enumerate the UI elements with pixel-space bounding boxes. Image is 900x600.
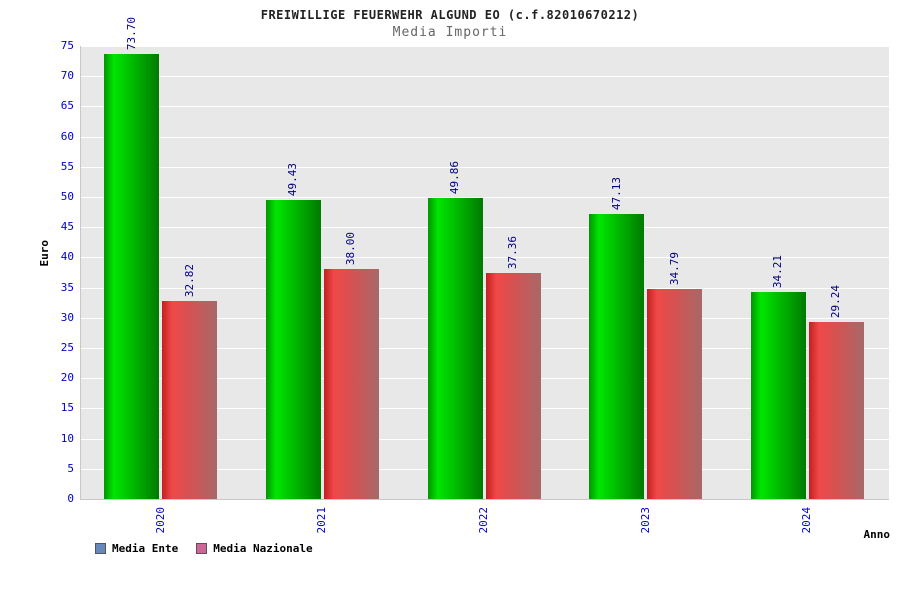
y-tick-label: 5 (67, 461, 74, 475)
x-tick-label: 2023 (638, 507, 652, 534)
bar-media-ente (589, 214, 645, 499)
x-axis-label: Anno (863, 528, 891, 541)
value-label: 49.43 (286, 162, 300, 196)
bar-media-ente (427, 198, 483, 499)
x-tick-label: 2024 (800, 507, 814, 534)
gridline (81, 317, 889, 319)
gridline (81, 227, 889, 229)
gridline (81, 287, 889, 289)
y-tick-label: 10 (60, 431, 74, 445)
gridline (81, 136, 889, 138)
gridline (81, 468, 889, 470)
legend-swatch-icon (95, 543, 106, 554)
gridline (81, 408, 889, 410)
y-tick-label: 35 (60, 280, 74, 294)
value-label: 38.00 (344, 231, 358, 265)
y-tick-label: 45 (60, 220, 74, 234)
y-tick-label: 50 (60, 190, 74, 203)
bar-media-nazionale (647, 289, 703, 499)
bar-media-nazionale (323, 269, 379, 499)
y-tick-label: 15 (60, 401, 74, 415)
y-tick-label: 20 (60, 371, 74, 385)
bar-media-nazionale (808, 322, 864, 499)
y-tick-label: 55 (60, 159, 74, 173)
x-tick-label: 2022 (477, 507, 490, 534)
y-tick-label: 65 (60, 99, 74, 113)
value-label: 37.36 (506, 235, 519, 269)
value-label: 34.21 (771, 254, 785, 288)
legend-swatch-icon (196, 543, 208, 554)
chart-title: FREIWILLIGE FEUERWEHR ALGUND EO (c.f.820… (260, 8, 640, 22)
gridline (81, 46, 889, 47)
gridline (81, 438, 889, 440)
x-tick-label: 2021 (315, 507, 329, 534)
gridline (81, 378, 889, 380)
y-tick-label: 75 (60, 39, 74, 52)
gridline (81, 166, 889, 168)
x-tick-label: 2020 (153, 507, 167, 534)
value-label: 29.24 (829, 284, 843, 318)
y-axis-label: Euro (38, 240, 51, 267)
gridline (81, 76, 889, 78)
gridline (81, 257, 889, 259)
legend: Media Ente Media Nazionale (95, 542, 313, 555)
bar-media-ente (265, 200, 321, 499)
bar-media-ente (104, 54, 160, 499)
bar-media-nazionale (485, 273, 541, 499)
chart-subtitle: Media Importi (392, 25, 508, 40)
bar-media-nazionale (162, 301, 218, 499)
y-tick-label: 70 (60, 69, 74, 83)
legend-label: Media Nazionale (213, 542, 313, 555)
y-tick-label: 40 (60, 250, 74, 264)
y-tick-label: 25 (60, 341, 74, 354)
gridline (81, 197, 889, 198)
value-label: 73.70 (124, 16, 138, 50)
value-label: 49.86 (448, 160, 461, 194)
value-label: 34.79 (667, 251, 681, 285)
legend-label: Media Ente (112, 542, 179, 555)
y-tick-label: 30 (60, 310, 74, 324)
gridline (81, 348, 889, 349)
y-tick-label: 60 (60, 129, 74, 143)
gridline (81, 106, 889, 108)
value-label: 47.13 (609, 176, 623, 210)
legend-item: Media Ente (95, 542, 178, 555)
value-label: 32.82 (182, 263, 196, 297)
bar-media-ente (750, 292, 806, 499)
legend-item: Media Nazionale (196, 542, 313, 555)
y-tick-label: 0 (67, 492, 74, 505)
